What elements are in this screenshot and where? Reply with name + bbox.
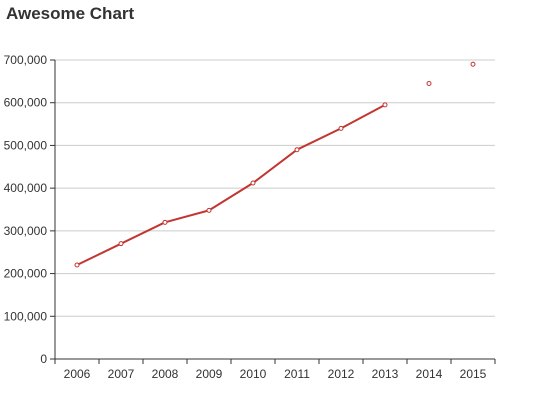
x-tick-label: 2008	[152, 367, 179, 381]
series-line	[76, 103, 386, 266]
data-point	[118, 241, 124, 247]
x-tick-label: 2012	[328, 367, 355, 381]
x-tick-label: 2006	[64, 367, 91, 381]
x-tick-label: 2010	[240, 367, 267, 381]
x-tick-label: 2009	[196, 367, 223, 381]
x-tick-label: 2011	[284, 367, 310, 381]
data-point	[162, 219, 168, 225]
y-tick-label: 600,000	[4, 96, 48, 110]
x-tick-label: 2014	[416, 367, 443, 381]
data-point	[250, 180, 256, 186]
x-tick-label: 2015	[460, 367, 487, 381]
y-tick-label: 100,000	[4, 309, 48, 323]
data-point	[74, 262, 80, 268]
data-point	[426, 80, 432, 86]
y-tick-label: 300,000	[4, 224, 48, 238]
x-tick-label: 2007	[108, 367, 135, 381]
x-tick-label: 2013	[372, 367, 399, 381]
data-point	[206, 207, 212, 213]
y-tick-label: 500,000	[4, 138, 48, 152]
data-point	[382, 102, 388, 108]
data-point	[470, 61, 476, 67]
y-tick-label: 400,000	[4, 181, 48, 195]
y-tick-label: 700,000	[4, 53, 48, 67]
data-point	[294, 147, 300, 153]
y-tick-label: 0	[40, 352, 47, 366]
y-tick-label: 200,000	[4, 267, 48, 281]
chart-title: Awesome Chart	[6, 4, 135, 23]
data-point	[338, 125, 344, 131]
